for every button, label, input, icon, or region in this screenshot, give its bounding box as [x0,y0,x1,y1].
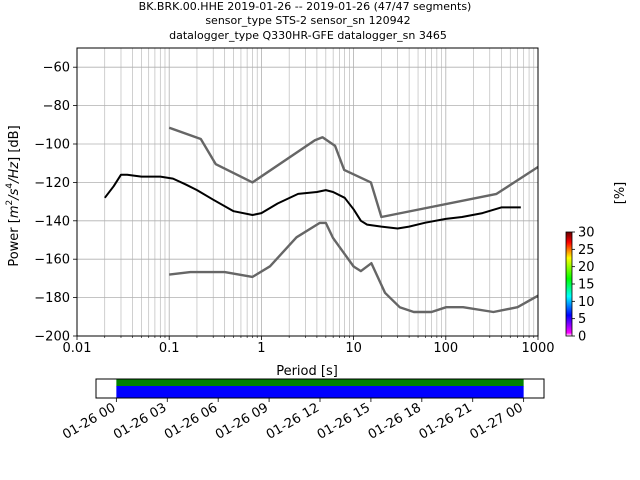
coverage-bars [116,379,524,398]
coverage-tick-label: 01-26 03 [111,400,169,442]
plot-frame [76,47,539,337]
x-axis-ticks: 0.01 0.1 1 10 100 1000 [63,336,555,356]
x-tick-label: 1000 [521,341,554,356]
coverage-tick-label: 01-26 15 [315,400,373,442]
y-tick-label: −120 [34,176,70,191]
ppsd-plot: 0.01 0.1 1 10 100 1000 −60 −80 −100 −120 −140 −160… [5,47,555,379]
title-line-3: datalogger_type Q330HR-GFE datalogger_sn… [169,29,447,42]
y-tick-label: −60 [43,61,70,76]
colorbar-gradient [565,231,573,337]
x-tick-label: 0.01 [63,341,92,356]
coverage-tick-label: 01-26 06 [162,400,220,442]
y-axis-ticks: −60 −80 −100 −120 −140 −160 −180 −200 [34,61,77,345]
y-axis-label: Power [m2/s4/Hz] [dB] [5,125,22,266]
coverage-tick-label: 01-26 09 [213,400,271,442]
y-tick-label: −100 [34,138,70,153]
y-tick-label: −140 [34,214,70,229]
coverage-tick-label: 01-26 18 [366,400,424,442]
colorbar-tick-label: 10 [578,295,595,310]
coverage-tick-label: 01-26 21 [417,400,475,442]
x-tick-label: 10 [345,341,362,356]
chart-title: BK.BRK.00.HHE 2019-01-26 -- 2019-01-26 (… [139,0,472,42]
x-tick-label: 1 [257,341,265,356]
x-axis-label: Period [s] [276,364,338,379]
noise-model-high [168,126,538,219]
x-tick-label: 0.1 [159,341,180,356]
colorbar-tick-label: 30 [578,226,595,241]
colorbar-tick-label: 20 [578,260,595,275]
y-tick-label: −200 [34,330,70,345]
coverage-tick-label: 01-26 00 [60,400,118,442]
y-tick-label: −80 [43,99,70,114]
colorbar-ticks: 0 5 10 15 20 25 30 [572,226,595,345]
y-tick-label: −180 [34,291,70,306]
mean-line [104,173,521,230]
noise-model-low [169,221,538,314]
noise-models [168,126,538,314]
colorbar-tick-label: 5 [578,312,586,327]
colorbar: 0 5 10 15 20 25 30 [%] [565,182,628,345]
colorbar-tick-label: 25 [578,243,595,258]
coverage-bar [116,379,524,387]
x-tick-label: 100 [433,341,458,356]
coverage-tick-label: 01-26 12 [264,400,322,442]
mean-curve [104,173,521,230]
colorbar-tick-label: 0 [578,330,586,345]
title-line-1: BK.BRK.00.HHE 2019-01-26 -- 2019-01-26 (… [139,0,472,13]
coverage-bar [116,386,524,398]
colorbar-label: [%] [613,182,628,205]
colorbar-tick-label: 15 [578,278,595,293]
coverage-tick-label: 01-27 00 [468,400,526,442]
title-line-2: sensor_type STS-2 sensor_sn 120942 [205,14,410,27]
y-tick-label: −160 [34,253,70,268]
